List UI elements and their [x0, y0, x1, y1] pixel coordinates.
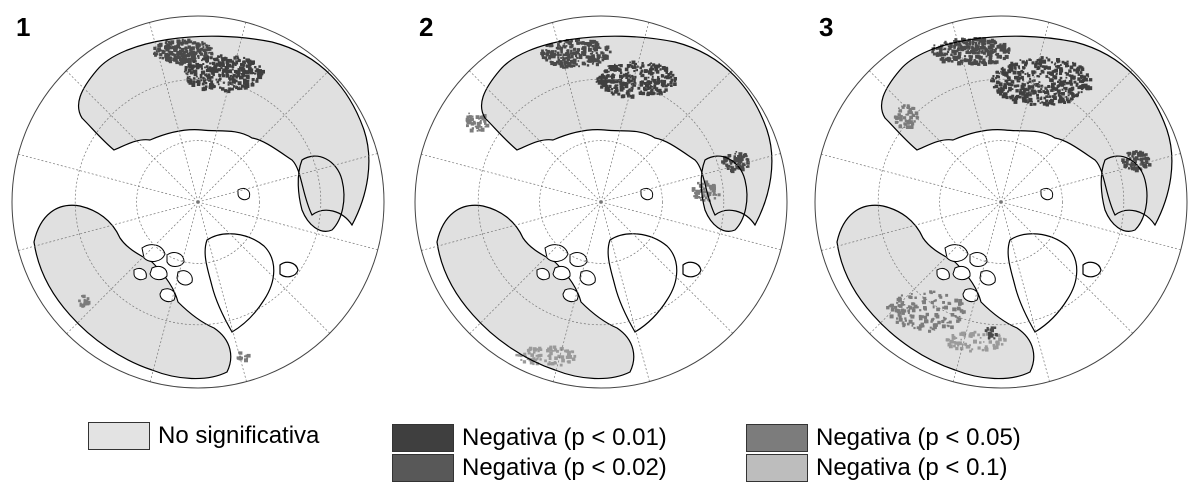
map-content: [836, 35, 1173, 380]
legend-swatch-p005: [746, 424, 808, 452]
panel-label-2: 2: [419, 12, 434, 42]
legend-swatch-p001: [392, 424, 454, 452]
legend-swatch-p002: [392, 454, 454, 482]
iceland-landmass: [1083, 262, 1101, 277]
polar-map-2: [414, 15, 788, 389]
significance-speckles: [78, 38, 265, 363]
legend-label-no-significativa: No significativa: [158, 422, 320, 449]
greenland-landmass: [205, 233, 274, 332]
scandinavia-landmass: [701, 156, 747, 232]
legend-item-p01: Negativa (p < 0.1): [746, 454, 1007, 482]
greenland-landmass: [608, 233, 677, 332]
legend-label-p001: Negativa (p < 0.01): [462, 424, 667, 451]
polar-map-1: [11, 15, 385, 389]
map-panel-3: 3: [805, 10, 1191, 390]
coastlines: [33, 35, 370, 380]
panel-label-3: 3: [819, 12, 834, 42]
legend-item-p005: Negativa (p < 0.05): [746, 424, 1021, 452]
map-content: [33, 35, 370, 380]
legend-swatch-p01: [746, 454, 808, 482]
legend-label-p002: Negativa (p < 0.02): [462, 454, 667, 481]
graticule: [18, 22, 378, 382]
significance-speckles: [886, 37, 1152, 353]
north-america-landmass: [437, 205, 634, 379]
iceland-landmass: [280, 262, 298, 277]
coastlines: [836, 35, 1173, 380]
graticule: [821, 22, 1181, 382]
map-boundary-circle: [414, 15, 788, 389]
scandinavia-landmass: [298, 156, 344, 232]
panel-label-1: 1: [16, 12, 31, 42]
map-boundary-circle: [11, 15, 385, 389]
legend-swatch-no-significativa: [88, 422, 150, 450]
north-america-landmass: [34, 205, 231, 379]
greenland-landmass: [1008, 233, 1077, 332]
map-content: [436, 35, 773, 380]
polar-map-3: [814, 15, 1188, 389]
graticule: [421, 22, 781, 382]
legend-item-no-significativa: No significativa: [88, 422, 319, 450]
legend-label-p005: Negativa (p < 0.05): [816, 424, 1021, 451]
legend-item-p002: Negativa (p < 0.02): [392, 454, 667, 482]
significance-speckles: [465, 38, 750, 367]
map-panel-1: 1: [2, 10, 388, 390]
map-boundary-circle: [814, 15, 1188, 389]
legend-item-p001: Negativa (p < 0.01): [392, 424, 667, 452]
map-panel-2: 2: [405, 10, 791, 390]
scandinavia-landmass: [1101, 156, 1147, 232]
legend-label-p01: Negativa (p < 0.1): [816, 454, 1008, 481]
iceland-landmass: [683, 262, 701, 277]
